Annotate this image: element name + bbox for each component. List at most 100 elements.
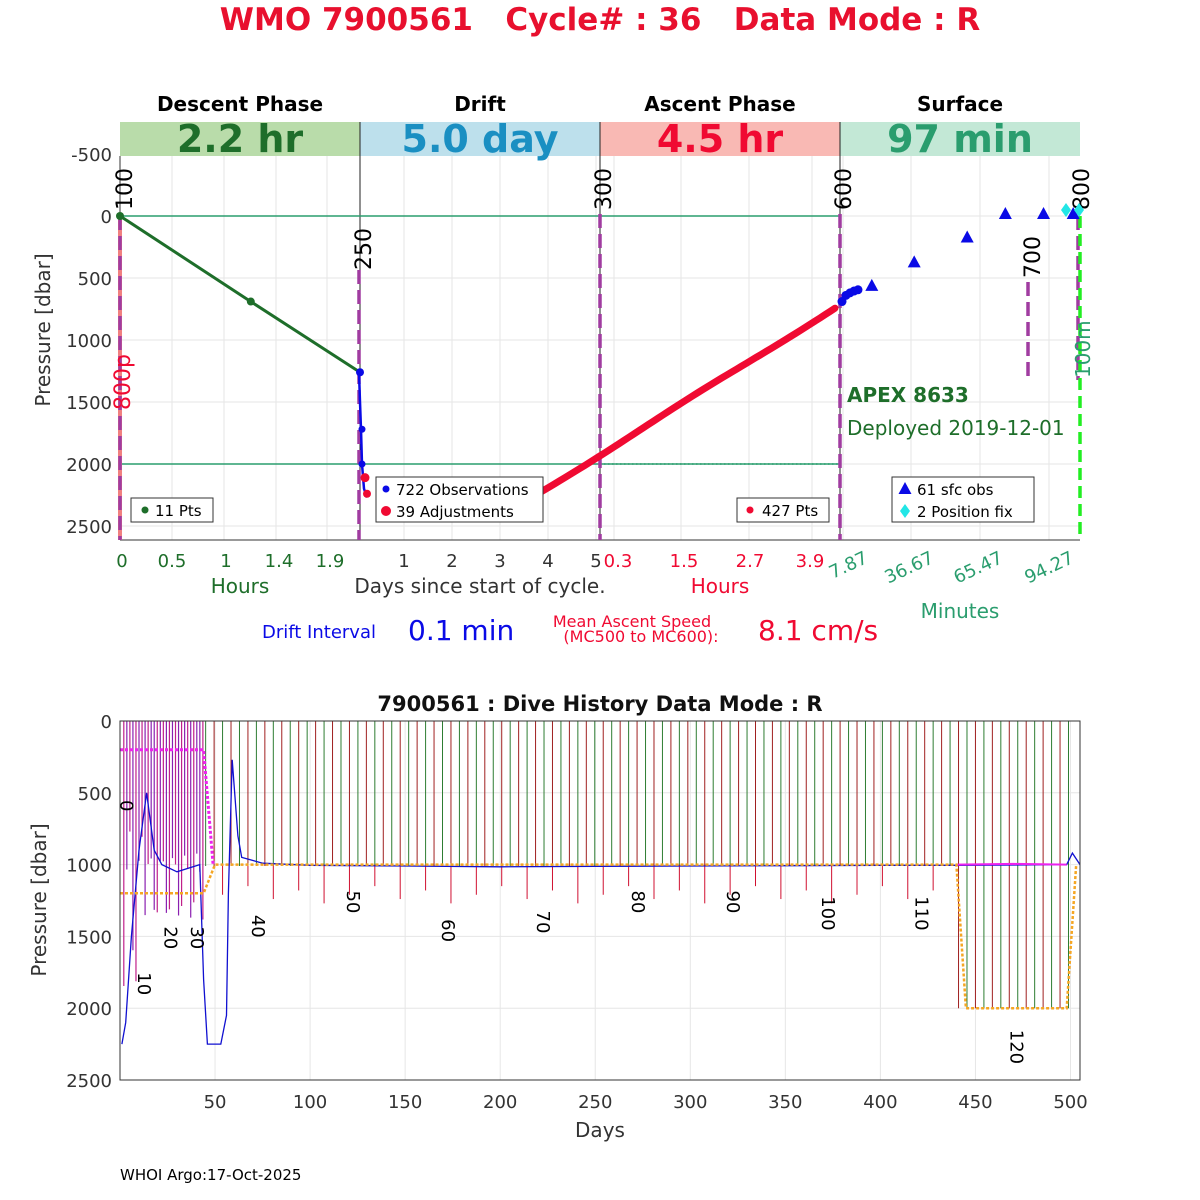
top-ytick-label: 1500 [66,393,112,414]
cycle-label: 80 [627,890,648,913]
top-ytick-label: -500 [71,145,112,166]
mission-code-label: 100m [1071,320,1095,378]
target-profile-series [120,748,215,865]
surface-obs-marker [907,255,921,268]
legend-label: 2 Position fix [917,503,1013,521]
late-drift-series [956,862,1067,866]
legend-box [375,476,544,523]
ascent-speed-value: 8.1 cm/s [758,614,878,647]
top-xtick-label: 2.7 [736,551,765,572]
surface-obs-marker [1037,207,1051,219]
top-xtick-label: 65.47 [951,547,1007,588]
top-xtick-label: 4 [542,551,553,572]
top-xtick-label: 7.87 [826,547,871,583]
top-xtick-label: 36.67 [882,547,938,588]
position-fix-marker [1074,203,1084,217]
bottom-xtick-label: 250 [578,1092,612,1113]
cycle-label: 40 [247,915,268,938]
cycle-label: 20 [159,926,180,949]
deployed-date: Deployed 2019-12-01 [847,416,1065,440]
cycle-label: 110 [910,896,931,930]
float-model: APEX 8633 [847,383,969,407]
drift-track-series [121,759,1081,1045]
drift-series [357,372,369,498]
top-ytick-label: 0 [101,207,112,228]
top-xtick-label: 3 [494,551,505,572]
ascent-xlabel: Hours [691,574,750,598]
position-fix-marker [1061,203,1071,217]
drift-interval-label: Drift Interval [262,622,376,643]
legend-marker [382,485,390,493]
phase-duration: 4.5 hr [657,117,784,161]
ascent-speed-sublabel: (MC500 to MC600): [563,627,718,646]
bottom-xtick-label: 350 [768,1092,802,1113]
phase-title: Ascent Phase [644,92,795,116]
cycle-label: 100 [817,896,838,930]
mission-code-label: 800p [111,354,136,410]
legend-marker [898,482,912,494]
bottom-ytick-label: 0 [101,712,112,733]
top-xtick-label: 1.9 [316,551,345,572]
cycle-label: 0 [116,800,137,811]
phase-duration: 5.0 day [402,117,559,161]
bottom-xtick-label: 500 [1053,1092,1087,1113]
legend-box [130,497,214,523]
park-pressure-series [120,863,1078,1010]
top-xtick-label: 3.9 [796,551,825,572]
surface-xlabel: Minutes [921,599,1000,623]
position-fix-marker [900,504,910,518]
mission-code-label: 800 [1070,168,1095,210]
mission-code-label: 300 [592,168,617,210]
mission-code-label: 250 [352,228,377,270]
cycle-label: 30 [186,926,207,949]
bottom-xtick-label: 400 [863,1092,897,1113]
ascent-series [536,304,839,496]
cycle-label: 50 [342,890,363,913]
legend-box [891,476,1035,523]
top-xtick-label: 2 [446,551,457,572]
phase-title: Descent Phase [157,92,323,116]
bottom-ytick-label: 500 [78,784,112,805]
top-ytick-label: 2500 [66,517,112,538]
drift-interval-value: 0.1 min [408,614,514,647]
legend-marker [141,506,149,514]
drift-adjustment [360,473,370,483]
drift-xlabel: Days since start of cycle. [354,574,605,598]
bottom-xtick-label: 300 [673,1092,707,1113]
legend-label: 39 Adjustments [396,503,514,521]
bottom-ytick-label: 2000 [66,999,112,1020]
legend-label: 11 Pts [155,502,202,520]
bottom-xtick-label: 200 [483,1092,517,1113]
top-xtick-label: 1 [398,551,409,572]
bottom-ytick-label: 1000 [66,856,112,877]
phase-title: Drift [454,92,506,116]
top-ytick-label: 1000 [66,331,112,352]
legend-marker [381,506,391,516]
phase-band [840,122,1080,156]
bottom-xtick-label: 50 [204,1092,227,1113]
phase-duration: 97 min [887,117,1033,161]
surface-obs-marker [960,230,974,243]
bottom-axes-frame [119,720,1081,1081]
surface-obs-marker [1066,207,1080,219]
descent-point [116,212,124,220]
top-xtick-label: 1.4 [265,551,294,572]
cycle-label: 120 [1005,1030,1026,1064]
phase-band [360,122,600,156]
phase-band [600,122,840,156]
phase-title: Surface [917,92,1003,116]
bottom-xtick-label: 450 [958,1092,992,1113]
page-title: WMO 7900561 Cycle# : 36 Data Mode : R [219,2,981,38]
bottom-ytick-label: 1500 [66,927,112,948]
cycle-label: 60 [437,919,458,942]
surface-point [853,285,863,295]
phase-duration: 2.2 hr [177,117,304,161]
legend-marker [746,506,754,514]
legend-label: 427 Pts [762,502,818,520]
mission-code-label: 100 [113,168,138,210]
drift-point [358,425,366,433]
surface-obs-marker [998,207,1012,219]
phase-band [120,122,360,156]
top-xtick-label: 5 [590,551,601,572]
bottom-ylabel: Pressure [dbar] [27,823,51,976]
